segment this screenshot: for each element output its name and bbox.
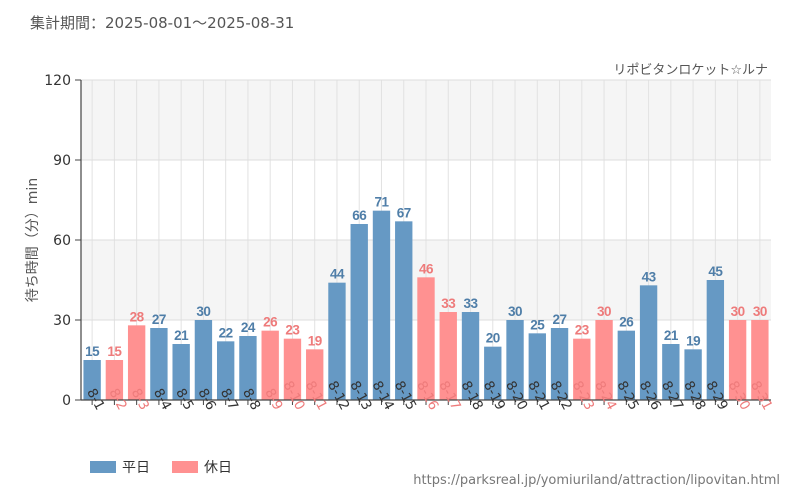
y-tick-label: 90: [53, 153, 71, 169]
data-label: 25: [530, 317, 545, 332]
bar: [461, 312, 480, 400]
bar: [639, 285, 658, 400]
bar: [83, 360, 101, 400]
y-tick-label: 30: [53, 313, 71, 329]
bar: [216, 341, 235, 400]
data-label: 20: [486, 331, 500, 346]
data-label: 24: [241, 320, 256, 335]
data-label: 27: [152, 312, 166, 327]
data-label: 30: [196, 304, 210, 319]
data-label: 23: [285, 323, 300, 338]
bar: [194, 320, 213, 400]
bar: [261, 330, 279, 400]
data-label: 21: [174, 328, 189, 343]
bars: [83, 210, 769, 400]
data-label: 26: [619, 315, 634, 330]
period-label: 集計期間：2025-08-01〜2025-08-31: [30, 14, 295, 32]
holiday-swatch: [172, 461, 198, 473]
data-label: 23: [575, 323, 590, 338]
bar: [439, 312, 457, 400]
bar: [350, 224, 368, 400]
data-label: 19: [308, 333, 322, 348]
data-label: 43: [642, 269, 657, 284]
bar: [506, 320, 524, 400]
bar: [751, 320, 769, 400]
y-tick-labels: 0 30 60 90 120: [44, 73, 71, 409]
bar: [684, 349, 702, 400]
bar: [328, 282, 346, 400]
data-label: 15: [85, 344, 100, 359]
bar: [283, 338, 302, 400]
data-label: 33: [464, 296, 479, 311]
bar: [728, 320, 747, 400]
value-labels: 15 15 28 27 21 30 22 24 26 23 19 44 66 71 67 46 33 33 20 30…: [85, 195, 767, 359]
bar: [617, 330, 636, 400]
y-tick-label: 0: [62, 393, 71, 409]
bar: [105, 360, 124, 400]
bar: [662, 344, 680, 400]
data-label: 71: [374, 195, 389, 210]
y-tick-label: 120: [44, 73, 71, 89]
data-label: 45: [708, 264, 723, 279]
data-label: 67: [397, 205, 411, 220]
data-label: 15: [107, 344, 122, 359]
data-label: 28: [130, 309, 145, 324]
bar: [417, 277, 435, 400]
bar: [550, 328, 569, 400]
bar: [595, 320, 613, 400]
bar: [706, 280, 725, 400]
y-axis-label: 待ち時間（分）min: [25, 178, 41, 302]
bar: [239, 336, 257, 400]
data-label: 22: [219, 325, 233, 340]
legend-weekday-label: 平日: [122, 460, 150, 476]
bar: [395, 221, 413, 400]
chart-title: リポビタンロケット☆ルナ: [613, 63, 768, 78]
data-label: 33: [441, 296, 456, 311]
legend: 平日 休日: [90, 457, 254, 477]
axes: [75, 79, 771, 405]
data-label: 30: [597, 304, 611, 319]
data-label: 19: [686, 333, 700, 348]
data-label: 44: [330, 267, 345, 282]
bar: [306, 349, 324, 400]
bar: [484, 346, 502, 400]
data-label: 30: [508, 304, 522, 319]
data-label: 66: [352, 208, 367, 223]
data-label: 46: [419, 261, 434, 276]
bar: [372, 210, 391, 400]
bar: [172, 344, 190, 400]
legend-holiday-label: 休日: [204, 460, 232, 476]
legend-item-weekday: 平日: [90, 457, 150, 477]
data-label: 30: [731, 304, 745, 319]
bar: [150, 328, 168, 400]
weekday-swatch: [90, 461, 116, 473]
data-label: 26: [263, 315, 278, 330]
source-url: https://parksreal.jp/yomiuriland/attract…: [413, 473, 780, 488]
bar: [573, 338, 591, 400]
bar: [127, 325, 146, 400]
legend-item-holiday: 休日: [172, 457, 232, 477]
data-label: 30: [753, 304, 767, 319]
bar: [528, 333, 546, 400]
y-tick-label: 60: [53, 233, 71, 249]
data-label: 21: [664, 328, 679, 343]
data-label: 27: [553, 312, 567, 327]
